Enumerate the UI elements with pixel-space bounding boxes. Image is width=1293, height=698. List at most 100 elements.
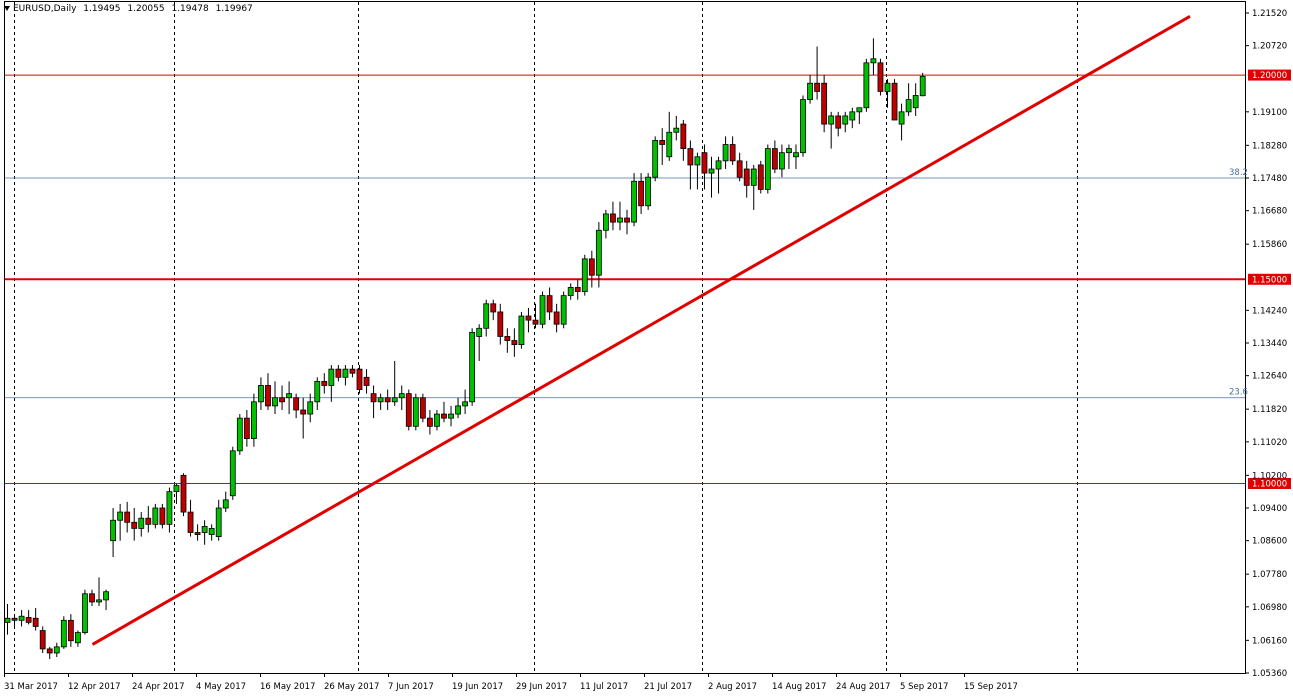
y-tick-label: 1.20720 — [1252, 42, 1287, 52]
candle-body — [539, 295, 546, 325]
x-tick-label: 24 Apr 2017 — [132, 682, 185, 692]
candle-body — [525, 315, 532, 321]
candle-body — [39, 630, 46, 650]
candle-body — [293, 397, 300, 411]
candle-body — [314, 380, 321, 403]
candle-body — [814, 82, 820, 92]
candle-body — [370, 393, 377, 403]
candle-body — [694, 156, 701, 166]
y-tick-label: 1.21520 — [1252, 9, 1287, 19]
candle-body — [335, 368, 342, 378]
candle-body — [32, 617, 39, 627]
candle-body — [180, 474, 187, 513]
candle-body — [877, 62, 884, 92]
candle-body — [194, 532, 201, 535]
candle-body — [152, 507, 159, 525]
x-tick-label: 11 Jul 2017 — [580, 682, 628, 692]
candle-body — [919, 76, 926, 97]
x-tick-label: 24 Aug 2017 — [836, 682, 890, 692]
candle-body — [412, 397, 419, 427]
chart-title: EURUSD,Daily 1.19495 1.20055 1.19478 1.1… — [4, 4, 257, 14]
candle-body — [441, 413, 447, 419]
candle-body — [229, 450, 236, 497]
candle-body — [363, 376, 370, 386]
candle-body — [321, 380, 328, 386]
candle-body — [349, 368, 356, 374]
candle-body — [434, 413, 440, 427]
dropdown-triangle-icon[interactable] — [4, 6, 10, 11]
y-tick-label: 1.06160 — [1252, 636, 1287, 646]
candle-body — [89, 593, 95, 603]
x-tick-label: 12 Apr 2017 — [68, 682, 121, 692]
candle-body — [638, 180, 644, 207]
candle-body — [736, 160, 743, 178]
candle-body — [680, 123, 687, 149]
candle-body — [863, 62, 870, 109]
candle-body — [898, 111, 905, 125]
candle-body — [250, 401, 257, 439]
candle-body — [757, 164, 764, 190]
chart-frame — [4, 1, 1246, 674]
y-tick-label: 1.09400 — [1252, 504, 1287, 514]
candle-body — [82, 593, 88, 633]
candle-body — [870, 58, 877, 64]
horizontal-levels: 1.20000 1.15000 1.10000 — [5, 69, 1291, 489]
x-tick-label: 7 Jun 2017 — [388, 682, 434, 692]
x-tick-label: 4 May 2017 — [196, 682, 246, 692]
candle-body — [490, 303, 497, 313]
candle-body — [842, 115, 849, 125]
candle-body — [426, 417, 433, 427]
y-tick-label: 1.17480 — [1252, 174, 1287, 184]
candle-body — [786, 148, 792, 154]
candle-body — [11, 617, 18, 621]
candle-body — [67, 619, 74, 642]
candle-body — [588, 258, 595, 276]
y-tick-label: 1.08600 — [1252, 537, 1287, 547]
candle-body — [117, 511, 124, 521]
candle-body — [131, 521, 138, 529]
candles — [4, 38, 926, 660]
candle-body — [617, 217, 623, 223]
candle-body — [729, 144, 736, 162]
candle-body — [377, 397, 384, 403]
candle-body — [419, 397, 426, 419]
candle-body — [849, 111, 856, 121]
candle-body — [560, 295, 567, 325]
trendline-group — [91, 14, 1191, 646]
candle-body — [504, 336, 511, 341]
candle-body — [60, 619, 67, 648]
candle-body — [912, 95, 919, 109]
y-tick-label: 1.11020 — [1252, 438, 1287, 448]
y-tick-label: 1.19100 — [1252, 108, 1287, 118]
level-price-box — [1248, 477, 1291, 489]
candle-body — [645, 176, 652, 207]
candle-body — [476, 327, 483, 337]
candle-body — [743, 168, 750, 186]
y-axis: 1.21520 1.20720 1.19100 1.18280 1.17480 1.166… — [1245, 9, 1287, 679]
candle-body — [398, 393, 405, 399]
x-tick-label: 19 Jun 2017 — [452, 682, 503, 692]
level-price-label: 1.15000 — [1252, 275, 1287, 285]
candle-body — [624, 217, 630, 223]
y-tick-label: 1.14240 — [1252, 306, 1287, 316]
y-tick-label: 1.18280 — [1252, 141, 1287, 151]
candle-body — [610, 213, 616, 223]
x-tick-label: 2 Aug 2017 — [708, 682, 757, 692]
candle-body — [391, 397, 398, 403]
candle-body — [722, 144, 729, 162]
candle-body — [356, 368, 363, 390]
candle-body — [159, 507, 166, 525]
candle-body — [750, 168, 757, 186]
candle-body — [384, 397, 391, 403]
low-value: 1.19478 — [171, 4, 209, 14]
level-price-box — [1248, 69, 1291, 81]
candle-body — [46, 648, 53, 654]
level-price-box — [1248, 273, 1291, 285]
candle-body — [222, 499, 229, 509]
candle-body — [905, 99, 912, 113]
candle-body — [103, 591, 109, 601]
candle-body — [574, 287, 581, 292]
candle-body — [652, 140, 659, 178]
candle-body — [779, 152, 785, 170]
